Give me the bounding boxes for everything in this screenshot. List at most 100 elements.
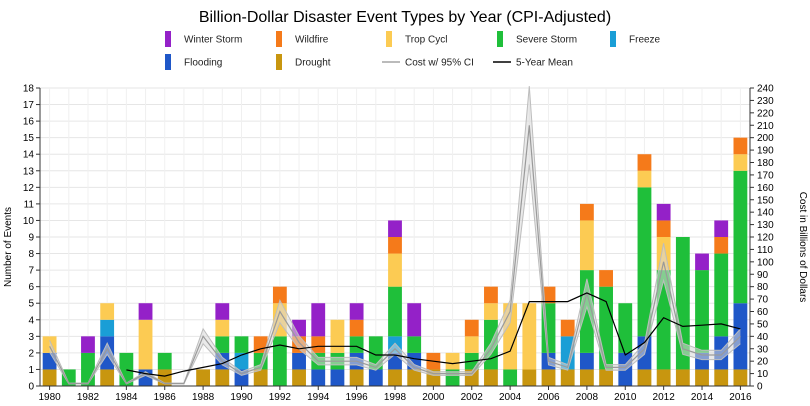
x-tick-label: 2000: [422, 392, 445, 403]
y2-tick-label: 110: [757, 245, 773, 256]
bar-drought-1999: [407, 369, 422, 386]
legend-swatch: [276, 54, 282, 70]
bar-wildfire-2007: [560, 319, 575, 337]
bar-wildfire-1996: [349, 319, 364, 337]
x-tick-label: 1992: [269, 392, 292, 403]
bar-severe-storm-1982: [81, 352, 95, 386]
legend-item-wildfire[interactable]: Wildfire: [276, 31, 329, 47]
x-tick-label: 2010: [614, 392, 637, 403]
legend-label: Trop Cycl: [405, 35, 447, 46]
cost-line: [49, 125, 741, 385]
y-tick-label: 6: [28, 282, 34, 293]
x-tick-label: 2008: [576, 392, 599, 403]
bar-trop-cycl-1998: [388, 253, 402, 287]
bar-drought-1988: [196, 369, 211, 386]
bar-drought-2014: [695, 369, 709, 386]
y2-tick-label: 80: [757, 282, 769, 293]
y2-tick-label: 210: [757, 121, 774, 132]
bar-winter-storm-1989: [215, 303, 230, 320]
y-tick-label: 12: [23, 183, 35, 194]
axes: 0123456789101112131415161718010203040506…: [23, 84, 774, 404]
bar-severe-storm-1999: [407, 336, 422, 353]
legend-label: 5-Year Mean: [516, 58, 573, 69]
legend-item-cost-w-95-ci[interactable]: Cost w/ 95% CI: [382, 58, 474, 69]
legend-item-severe-storm[interactable]: Severe Storm: [497, 31, 577, 47]
bar-winter-storm-2014: [695, 253, 709, 271]
bar-severe-storm-1986: [157, 352, 172, 370]
y-tick-label: 4: [28, 315, 34, 326]
bar-winter-storm-1982: [81, 336, 95, 353]
legend-item-drought[interactable]: Drought: [276, 54, 331, 70]
bar-severe-storm-2015: [714, 253, 729, 337]
bar-freeze-1983: [100, 319, 115, 337]
bar-wildfire-2016: [733, 137, 748, 155]
y2-tick-label: 0: [757, 382, 763, 393]
y2-tick-label: 50: [757, 319, 769, 330]
bar-wildfire-1991: [253, 336, 268, 353]
y-tick-label: 5: [28, 299, 34, 310]
y-tick-label: 0: [28, 382, 34, 393]
y-tick-label: 9: [28, 233, 34, 244]
legend: Winter Storm Wildfire Trop Cycl Severe Stor…: [165, 31, 661, 70]
y-tick-label: 3: [28, 332, 34, 343]
y2-tick-label: 40: [757, 332, 769, 343]
bar-freeze-2007: [560, 336, 575, 370]
bar-trop-cycl-1995: [330, 319, 345, 353]
y2-tick-label: 160: [757, 183, 774, 194]
bar-severe-storm-1981: [61, 369, 76, 386]
bar-winter-storm-1985: [138, 303, 153, 320]
legend-label: Flooding: [184, 58, 222, 69]
bar-winter-storm-1999: [407, 303, 422, 337]
y-tick-label: 8: [28, 249, 34, 260]
bar-wildfire-2009: [599, 270, 613, 287]
bar-drought-2012: [656, 369, 671, 386]
y-tick-label: 18: [23, 84, 35, 95]
bar-drought-1991: [253, 369, 268, 386]
y2-tick-label: 200: [757, 133, 774, 144]
y2-tick-label: 190: [757, 146, 774, 157]
legend-swatch: [165, 31, 171, 47]
bar-drought-2007: [560, 369, 575, 386]
y-tick-label: 17: [23, 100, 35, 111]
bar-trop-cycl-2008: [579, 220, 594, 271]
y-tick-label: 16: [23, 117, 35, 128]
bar-wildfire-2003: [484, 286, 498, 304]
legend-item-winter-storm[interactable]: Winter Storm: [165, 31, 242, 47]
legend-swatch: [497, 31, 503, 47]
bar-winter-storm-1994: [311, 303, 326, 337]
legend-label: Severe Storm: [516, 35, 577, 46]
bar-drought-2016: [733, 369, 748, 386]
bar-trop-cycl-1983: [100, 303, 115, 320]
x-tick-label: 1986: [154, 392, 177, 403]
legend-label: Cost w/ 95% CI: [405, 58, 474, 69]
bar-severe-storm-2008: [579, 270, 594, 353]
x-tick-label: 1996: [345, 392, 368, 403]
y-tick-label: 2: [28, 348, 34, 359]
bar-severe-storm-2016: [733, 170, 748, 304]
bar-wildfire-2011: [637, 154, 652, 171]
y2-tick-label: 70: [757, 295, 769, 306]
legend-item-trop-cycl[interactable]: Trop Cycl: [386, 31, 447, 47]
x-tick-label: 2012: [653, 392, 676, 403]
chart-title: Billion-Dollar Disaster Event Types by Y…: [199, 9, 611, 26]
y-tick-label: 14: [23, 150, 35, 161]
x-tick-label: 1982: [77, 392, 100, 403]
y2-axis-title: Cost in Billions of Dollars: [797, 192, 808, 303]
bar-drought-2008: [579, 369, 594, 386]
bar-trop-cycl-1985: [138, 319, 153, 370]
bar-drought-2013: [675, 369, 690, 386]
bar-trop-cycl-2016: [733, 154, 748, 171]
y2-tick-label: 10: [757, 369, 769, 380]
legend-item-5-year-mean[interactable]: 5-Year Mean: [493, 58, 573, 69]
legend-item-flooding[interactable]: Flooding: [165, 54, 222, 70]
legend-item-freeze[interactable]: Freeze: [610, 31, 661, 47]
y2-tick-label: 230: [757, 96, 774, 107]
bar-wildfire-2012: [656, 220, 671, 237]
bar-severe-storm-1992: [272, 336, 287, 386]
bar-flooding-1997: [368, 369, 383, 386]
bar-winter-storm-2015: [714, 220, 729, 237]
bar-flooding-1995: [330, 369, 345, 386]
y2-tick-label: 100: [757, 257, 774, 268]
bar-severe-storm-2010: [618, 303, 633, 353]
